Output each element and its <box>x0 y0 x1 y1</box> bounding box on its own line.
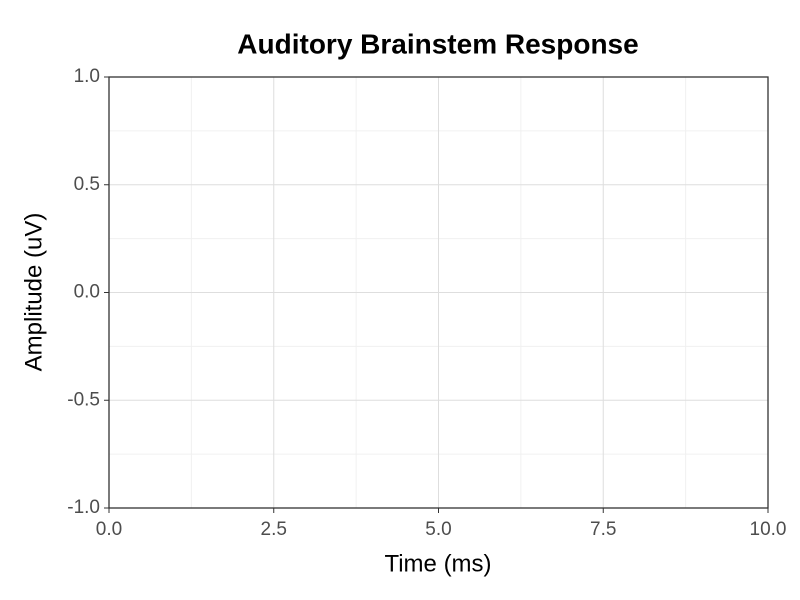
x-tick-label: 2.5 <box>261 519 287 540</box>
plot-border <box>108 76 769 509</box>
y-tick-label: 1.0 <box>74 66 100 87</box>
y-tick-label: 0.0 <box>74 282 100 303</box>
x-tick-label: 10.0 <box>750 519 787 540</box>
x-tick-label: 0.0 <box>96 519 122 540</box>
x-axis-title: Time (ms) <box>384 550 491 577</box>
x-tick-label: 7.5 <box>590 519 616 540</box>
y-tick-label: -0.5 <box>67 389 100 410</box>
chart-title: Auditory Brainstem Response <box>237 28 638 59</box>
y-tick-label: -1.0 <box>67 497 100 518</box>
y-tick-label: 0.5 <box>74 174 100 195</box>
x-tick-label: 5.0 <box>425 519 451 540</box>
y-axis-title: Amplitude (uV) <box>20 213 47 372</box>
